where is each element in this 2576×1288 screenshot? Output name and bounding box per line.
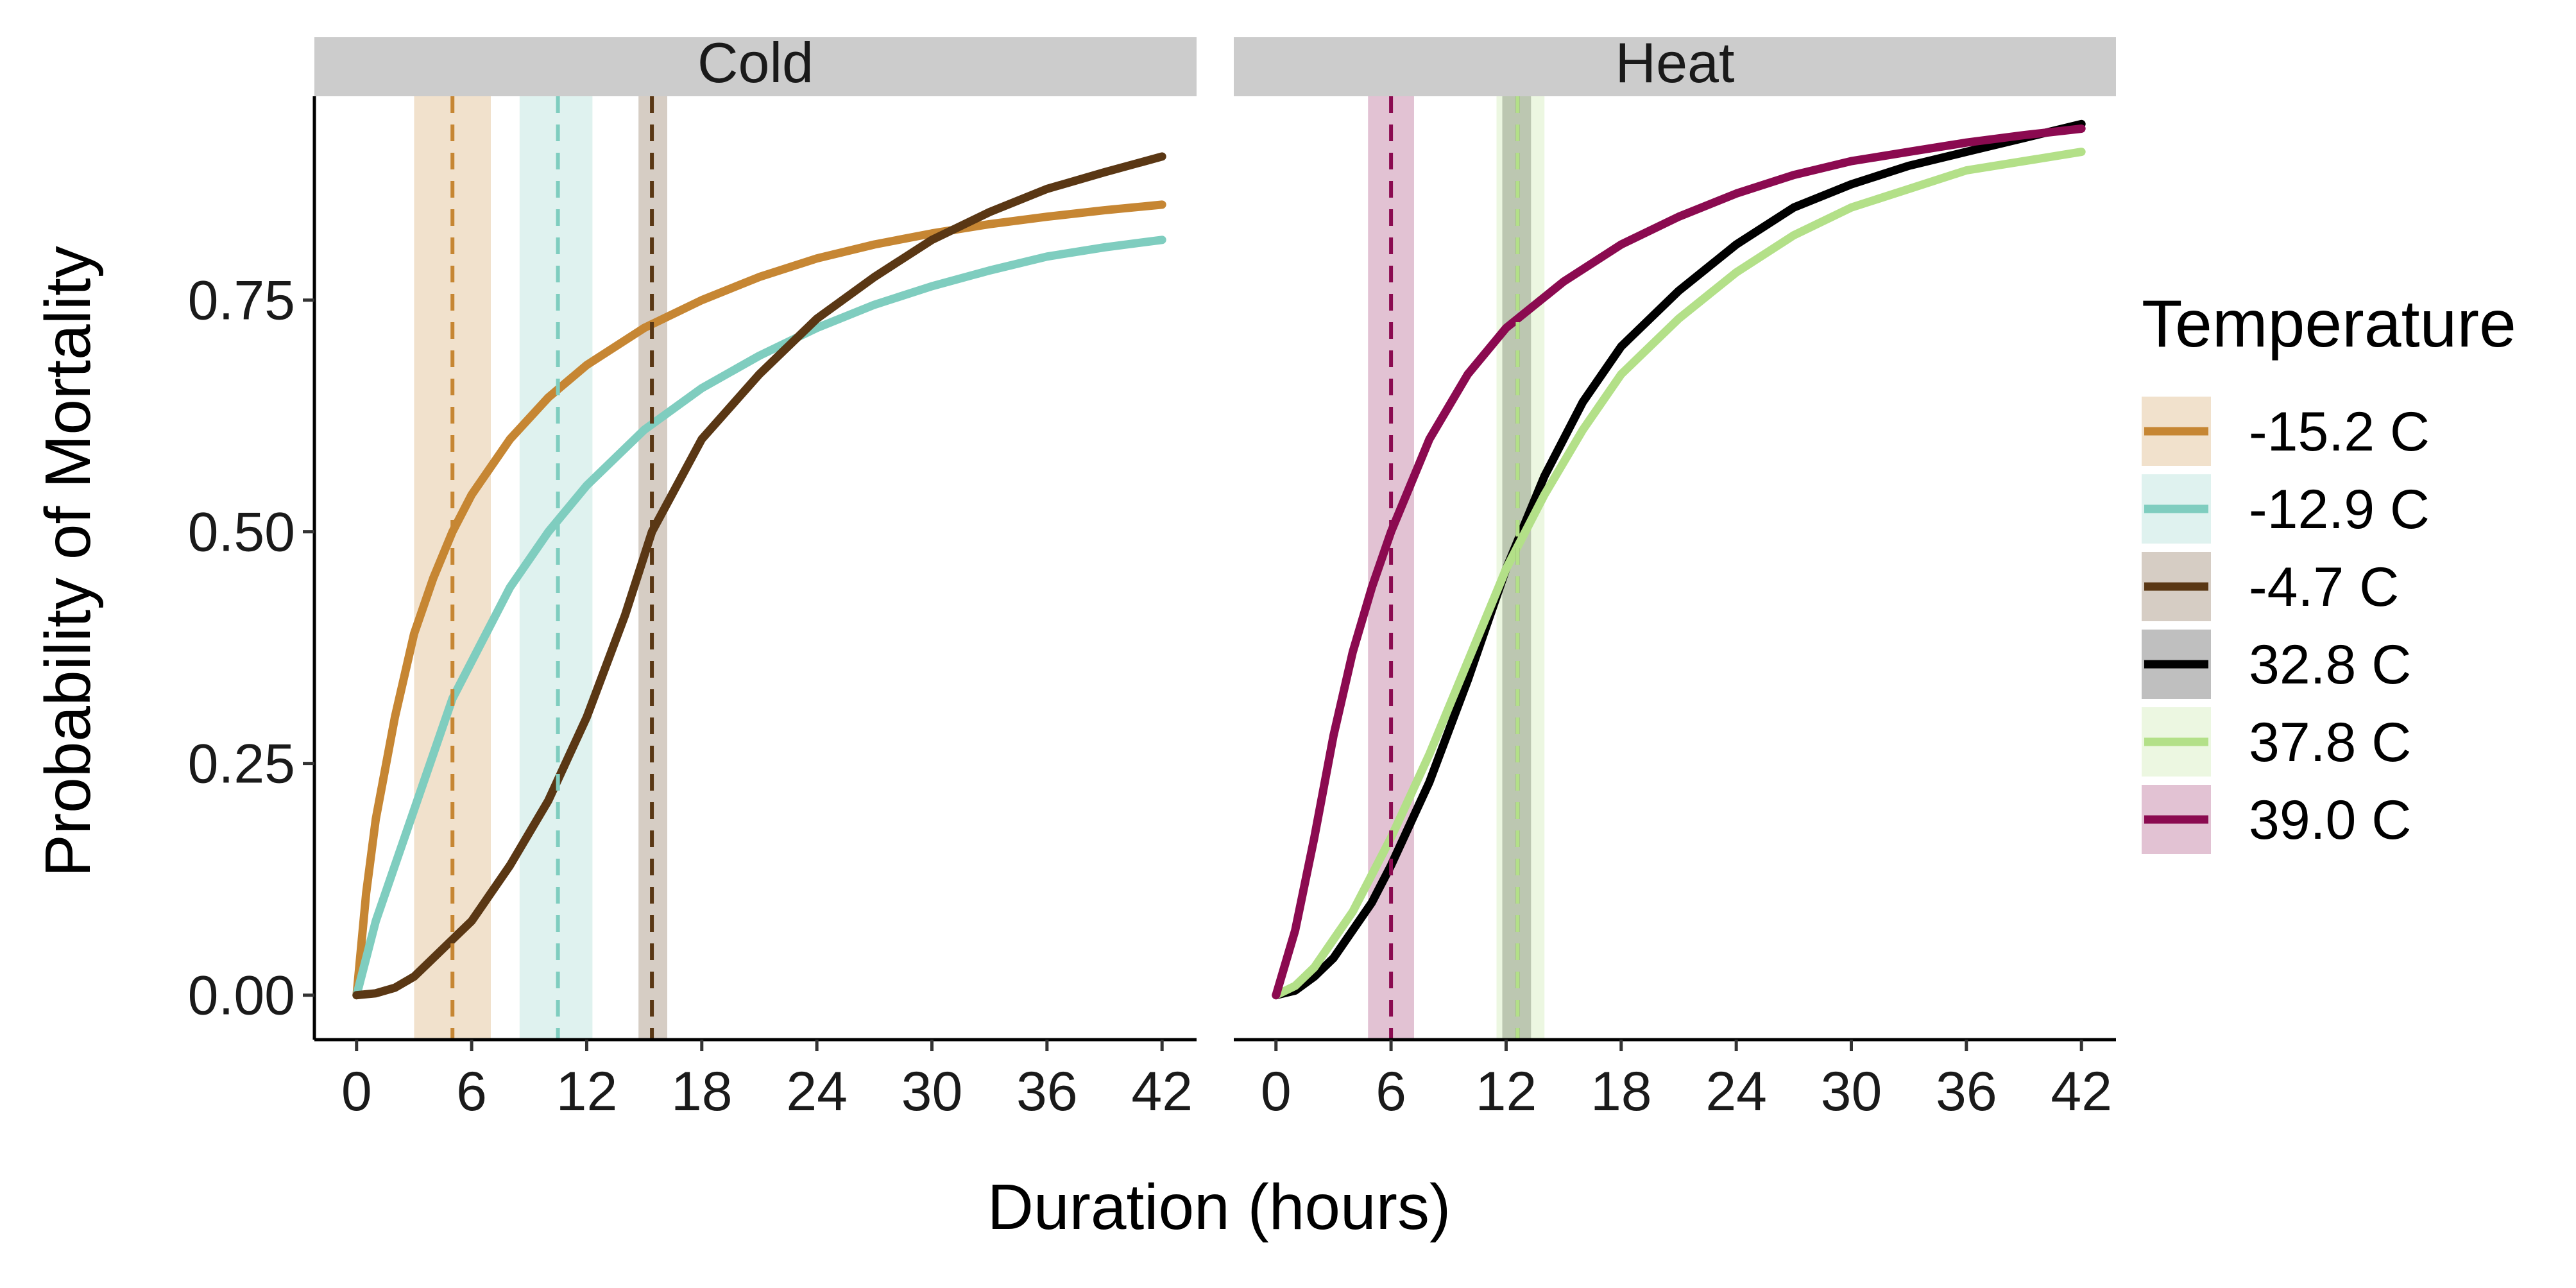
legend-label: 37.8 C: [2249, 712, 2411, 773]
legend: Temperature -15.2 C -12.9 C -4.7 C 32.8 C 37…: [2142, 287, 2516, 854]
x-tick-label: 36: [1936, 1061, 1997, 1122]
x-tick-label: 42: [1131, 1061, 1193, 1122]
y-tick-label: 0.00: [188, 965, 295, 1027]
y-tick-label: 0.75: [188, 270, 295, 332]
series-line: [1272, 148, 2086, 1000]
panels-layer: Cold 0.00 0.25 0.50 0.75 0 6 12 18 24 30 36 42 Heat 0 6…: [188, 31, 2116, 1122]
y-tick-label: 0.25: [188, 734, 295, 795]
x-tick-label: 6: [1376, 1061, 1406, 1122]
x-tick-label: 6: [456, 1061, 487, 1122]
x-tick-label: 24: [786, 1061, 848, 1122]
series-line: [352, 236, 1166, 1000]
series-line: [352, 152, 1166, 1000]
legend-item: 37.8 C: [2142, 707, 2411, 777]
legend-item: -4.7 C: [2142, 552, 2399, 621]
strip-background: [314, 37, 1197, 96]
x-tick-label: 30: [901, 1061, 963, 1122]
strip-label: Heat: [1616, 31, 1735, 94]
legend-label: -12.9 C: [2249, 479, 2430, 540]
legend-label: 32.8 C: [2249, 634, 2411, 696]
x-tick-label: 0: [341, 1061, 372, 1122]
legend-label: -4.7 C: [2249, 556, 2399, 618]
x-tick-label: 24: [1705, 1061, 1767, 1122]
series-line: [1272, 119, 2086, 1000]
legend-item: 39.0 C: [2142, 785, 2411, 854]
x-tick-label: 18: [1591, 1061, 1652, 1122]
x-tick-label: 30: [1821, 1061, 1882, 1122]
legend-title: Temperature: [2142, 287, 2516, 361]
y-tick-label: 0.50: [188, 502, 295, 563]
legend-item: 32.8 C: [2142, 630, 2411, 699]
x-tick-label: 0: [1261, 1061, 1292, 1122]
x-tick-label: 12: [1476, 1061, 1537, 1122]
x-tick-label: 18: [671, 1061, 733, 1122]
series-line: [1272, 125, 2086, 1000]
panel-cold: Cold 0.00 0.25 0.50 0.75 0 6 12 18 24 30 36 42: [188, 31, 1197, 1122]
strip-background: [1234, 37, 2116, 96]
legend-item: -15.2 C: [2142, 397, 2430, 466]
legend-item: -12.9 C: [2142, 474, 2430, 544]
legend-label: -15.2 C: [2249, 401, 2430, 463]
legend-label: 39.0 C: [2249, 789, 2411, 851]
x-tick-label: 12: [556, 1061, 618, 1122]
y-axis-title: Probability of Mortality: [32, 246, 104, 877]
x-axis-title: Duration (hours): [987, 1171, 1451, 1243]
strip-label: Cold: [697, 31, 814, 94]
series-line: [352, 200, 1166, 1000]
x-tick-label: 42: [2051, 1061, 2112, 1122]
x-tick-label: 36: [1016, 1061, 1078, 1122]
panel-heat: Heat 0 6 12 18 24 30 36 42: [1234, 31, 2116, 1122]
